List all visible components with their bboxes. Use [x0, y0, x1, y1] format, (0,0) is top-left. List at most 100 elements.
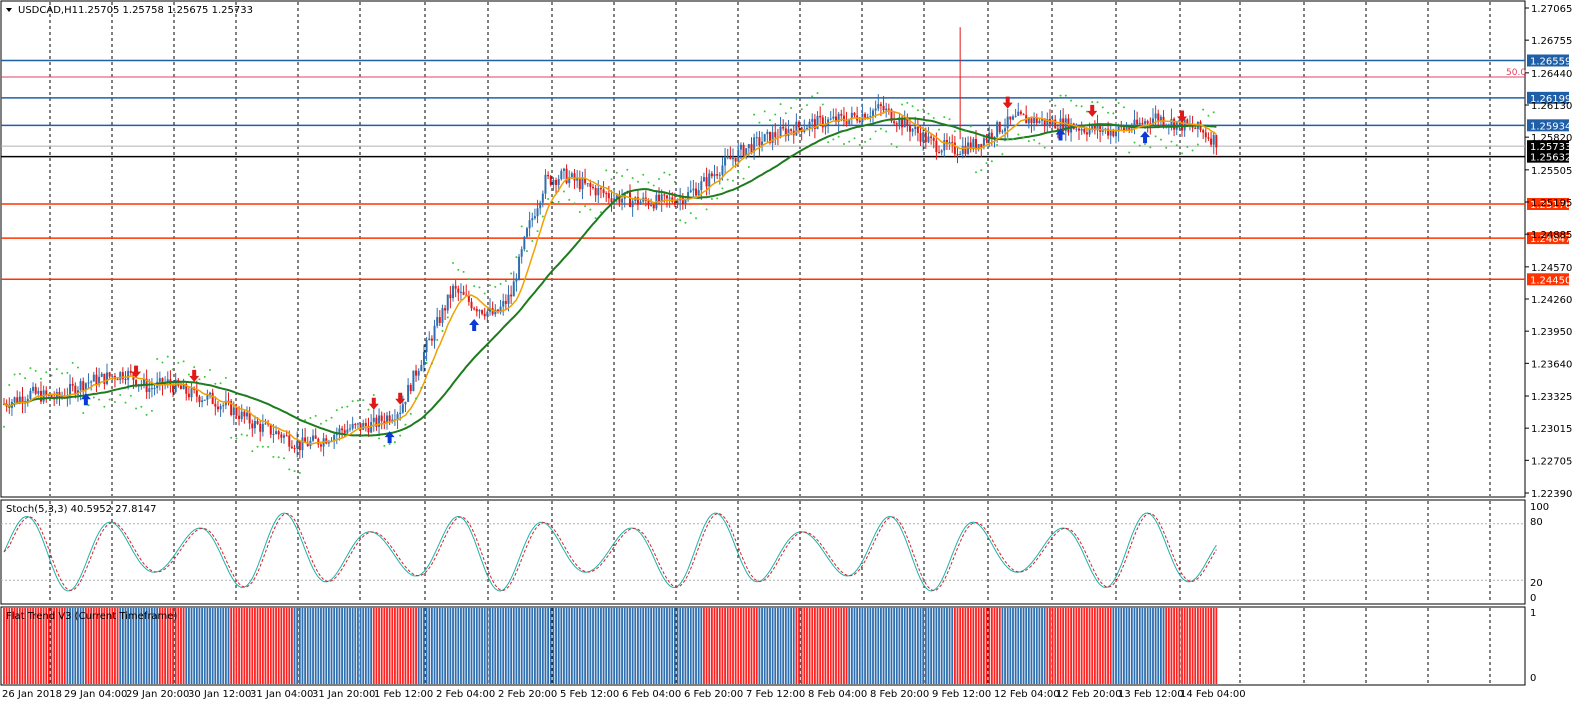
candle-body	[943, 139, 946, 151]
flat-trend-bar	[335, 608, 338, 684]
candle-body	[763, 134, 766, 142]
flat-trend-bar	[383, 608, 386, 684]
candle-body	[594, 188, 597, 196]
candle-body	[259, 423, 262, 432]
sar-dot	[990, 160, 993, 163]
x-tick-label: 31 Jan 20:00	[312, 689, 375, 700]
price-panel[interactable]	[0, 0, 1526, 498]
candle-body	[45, 390, 48, 396]
candle-body	[1017, 111, 1020, 116]
y-tick-label: 1.26130	[1531, 101, 1572, 112]
sar-dot	[1175, 144, 1178, 147]
sar-dot	[335, 409, 338, 412]
flat-trend-bar	[808, 608, 811, 684]
flat-trend-bar	[1025, 608, 1028, 684]
flat-trend-bar	[359, 608, 362, 684]
flat-trend-bar	[605, 608, 608, 684]
candle-body	[478, 310, 481, 312]
sar-dot	[827, 141, 830, 144]
flat-trend-bar	[1086, 608, 1088, 684]
candle-body	[790, 129, 793, 131]
sar-dot	[1022, 136, 1025, 139]
flat-trend-bar	[1017, 608, 1020, 684]
candle-body	[1001, 131, 1004, 133]
flat-trend-bar	[1078, 608, 1080, 684]
price-level-tag	[1527, 273, 1569, 286]
candle-body	[547, 174, 550, 177]
flat-trend-bar	[37, 608, 40, 684]
flat-trend-bar	[1030, 608, 1033, 684]
sar-dot	[1133, 141, 1136, 144]
flat-trend-bar	[272, 608, 275, 684]
y-tick-label: 1.22390	[1531, 489, 1572, 500]
candle-body	[795, 121, 798, 136]
flat-trend-bar	[758, 608, 761, 684]
flat-trend-bar	[824, 608, 827, 684]
candle-body	[1138, 122, 1141, 125]
candle-body	[383, 421, 386, 424]
stoch-panel[interactable]	[0, 499, 1526, 605]
flat-trend-bar	[1096, 608, 1099, 684]
candle-body	[1080, 129, 1083, 131]
sar-dot	[50, 374, 53, 377]
flat-trend-bar	[919, 608, 922, 684]
candle-body	[1019, 111, 1022, 114]
candle-body	[755, 137, 758, 139]
flat-trend-bar	[504, 608, 507, 684]
candle-body	[452, 285, 455, 299]
flat-trend-bar	[541, 608, 544, 684]
flat-trend-bar	[1175, 608, 1178, 684]
flat-trend-bar	[1075, 608, 1078, 684]
flat-trend-bar	[602, 608, 605, 684]
flat-trend-bar	[417, 608, 420, 684]
sar-dot	[18, 372, 21, 375]
flat-trend-bar	[1101, 608, 1104, 684]
flat-trend-bar	[742, 608, 745, 684]
flat-trend-bar	[1064, 608, 1067, 684]
sar-dot	[985, 162, 988, 165]
candle-body	[930, 136, 933, 139]
candle-body	[103, 373, 106, 384]
flat-trend-bar	[259, 608, 262, 684]
flat-trend-bar	[16, 608, 19, 684]
candle-body	[853, 112, 856, 116]
sar-dot	[39, 377, 42, 380]
flat-trend-bar	[137, 608, 140, 684]
flat-trend-bar	[774, 608, 777, 684]
candle-body	[1011, 116, 1014, 120]
candle-body	[602, 189, 605, 194]
flat-trend-bar	[438, 608, 441, 684]
candle-body	[864, 113, 867, 119]
flat-trend-bar	[285, 608, 288, 684]
flat-trend-panel[interactable]	[0, 606, 1526, 686]
collapse-triangle-icon[interactable]	[6, 8, 12, 12]
stoch-tick-0: 0	[1530, 593, 1536, 604]
candle-body	[544, 174, 547, 194]
candle-body	[774, 132, 777, 138]
sar-dot	[1122, 106, 1125, 109]
sar-dot	[969, 125, 972, 128]
candle-body	[467, 295, 470, 302]
flat-trend-bar	[116, 608, 119, 684]
candle-body	[639, 201, 642, 205]
price-level-tag	[1527, 119, 1569, 132]
candle-body	[536, 208, 539, 217]
candle-body	[1157, 113, 1160, 121]
candle-body	[119, 372, 122, 380]
flat-trend-bar	[740, 608, 742, 684]
flat-trend-bar	[547, 608, 550, 684]
sar-dot	[980, 169, 983, 172]
candle-body	[753, 137, 756, 153]
sell-arrow-icon	[189, 369, 200, 382]
sar-dot	[795, 97, 798, 100]
sar-dot	[420, 386, 423, 389]
x-tick-label: 30 Jan 12:00	[188, 689, 251, 700]
sar-dot	[430, 362, 433, 365]
sar-dot	[425, 362, 428, 365]
flat-trend-bar	[267, 608, 270, 684]
sar-dot	[1091, 101, 1094, 104]
sar-dot	[34, 369, 37, 372]
flat-trend-bar	[415, 608, 417, 684]
flat-trend-bar	[1178, 608, 1181, 684]
